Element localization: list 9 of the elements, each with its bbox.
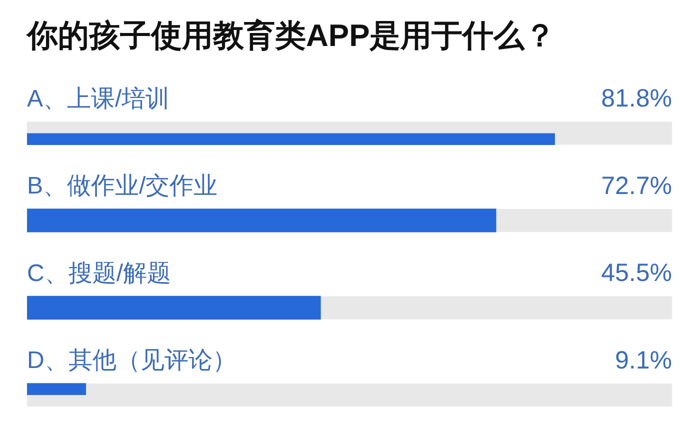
data-label: 81.8% bbox=[601, 84, 672, 113]
y-tick-label: D、其他（见评论） bbox=[27, 347, 236, 374]
chart-title: 你的孩子使用教育类APP是用于什么？ bbox=[25, 18, 556, 54]
data-label: 45.5% bbox=[601, 259, 672, 288]
y-tick-label: B、做作业/交作业 bbox=[27, 172, 218, 200]
y-tick-label: C、搜题/解题 bbox=[27, 260, 171, 287]
data-label: 72.7% bbox=[601, 172, 672, 200]
y-tick-label: A、上课/培训 bbox=[27, 85, 170, 112]
data-label: 9.1% bbox=[615, 346, 672, 374]
